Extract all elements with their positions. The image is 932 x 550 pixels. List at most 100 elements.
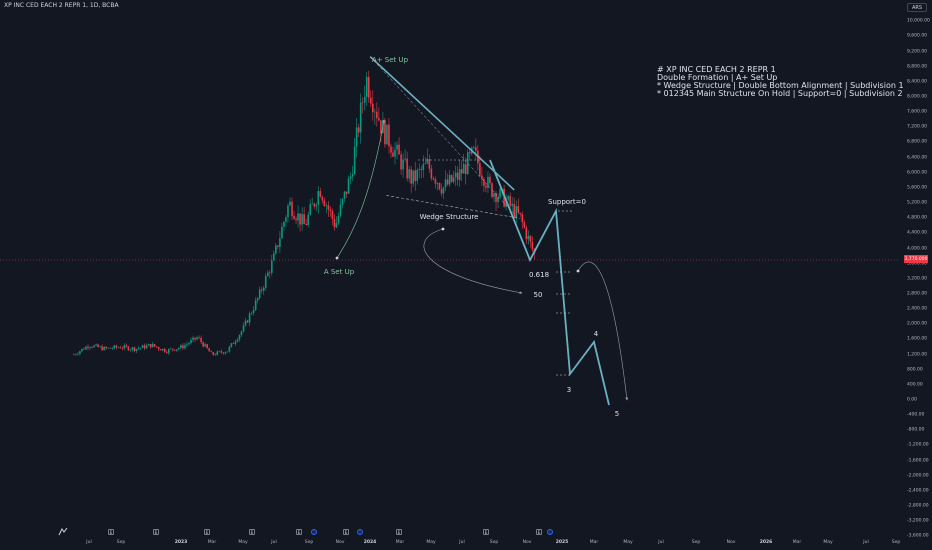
earnings-event-icon[interactable]: E xyxy=(396,529,402,535)
time-tick-label: Nov xyxy=(726,540,736,545)
candle xyxy=(113,344,116,350)
candle xyxy=(285,215,287,227)
candle xyxy=(394,141,396,165)
candle xyxy=(374,108,376,125)
candle xyxy=(109,347,112,349)
price-tick-label: 2,400.00 xyxy=(907,306,928,312)
earnings-event-icon[interactable]: E xyxy=(249,529,255,535)
candle xyxy=(266,270,269,277)
price-tick-label: 9,200.00 xyxy=(907,49,928,55)
current-price-badge: 3,770.000 xyxy=(904,255,928,263)
label-wave-4[interactable]: 4 xyxy=(593,330,599,338)
price-tick-label: 5,600.00 xyxy=(907,185,928,191)
candle xyxy=(406,151,408,182)
candle xyxy=(361,97,364,114)
candle xyxy=(410,166,412,193)
candle xyxy=(79,350,81,356)
candle xyxy=(404,149,406,162)
dividend-event-icon[interactable]: D xyxy=(311,529,317,535)
candle xyxy=(464,157,467,185)
candle xyxy=(456,166,459,186)
candle xyxy=(157,346,160,352)
dividend-event-icon[interactable]: D xyxy=(357,529,363,535)
candle xyxy=(305,219,307,226)
time-tick-label: Sep xyxy=(891,540,901,545)
candle xyxy=(527,230,530,245)
candle xyxy=(145,343,148,349)
candle xyxy=(174,349,176,352)
time-tick-label: Mar xyxy=(589,540,599,545)
candle xyxy=(214,353,217,356)
candle xyxy=(327,200,330,218)
label-support[interactable]: Support=0 xyxy=(548,198,586,206)
earnings-event-icon[interactable]: E xyxy=(108,529,114,535)
label-fib-0618[interactable]: 0.618 xyxy=(528,271,550,279)
candle xyxy=(450,174,453,184)
label-wave-5[interactable]: 5 xyxy=(614,410,620,418)
time-tick-label: Sep xyxy=(691,540,701,545)
a-setup-arrow xyxy=(336,119,386,259)
earnings-event-icon[interactable]: E xyxy=(483,529,489,535)
candle xyxy=(422,155,425,178)
earnings-event-icon[interactable]: E xyxy=(153,529,159,535)
candle xyxy=(83,347,85,350)
label-wave-3[interactable]: 3 xyxy=(566,386,572,394)
wedge-upper-line xyxy=(369,56,515,191)
candle xyxy=(489,173,491,187)
candle xyxy=(420,166,423,179)
label-fib-50[interactable]: 50 xyxy=(533,291,543,299)
candle xyxy=(313,202,316,210)
candle xyxy=(246,319,249,324)
candle xyxy=(147,343,150,346)
price-tick-label: -1,200.00 xyxy=(907,442,929,448)
price-tick-label: 5,200.00 xyxy=(907,200,928,206)
chart-canvas[interactable] xyxy=(0,0,900,536)
candle xyxy=(388,118,390,154)
candle xyxy=(299,213,301,232)
candles-group xyxy=(73,70,536,356)
candle xyxy=(301,207,303,231)
candle xyxy=(531,236,534,253)
candle xyxy=(279,231,281,253)
candle xyxy=(390,143,392,159)
candle xyxy=(254,297,257,312)
candle xyxy=(428,154,431,173)
candle xyxy=(311,197,314,205)
price-tick-label: 8,800.00 xyxy=(907,64,928,70)
price-tick-label: 7,200.00 xyxy=(907,124,928,130)
candle xyxy=(319,187,322,198)
fib-levels xyxy=(556,210,574,376)
label-a-setup[interactable]: A Set Up xyxy=(323,268,355,276)
candle xyxy=(281,222,283,239)
label-wedge-structure[interactable]: Wedge Structure xyxy=(419,213,479,221)
candle xyxy=(238,334,241,342)
earnings-event-icon[interactable]: E xyxy=(296,529,302,535)
time-axis[interactable]: Jul Sep 2023 Mar May Jul Sep Nov 2024 Mar May Jul Se… xyxy=(0,536,900,550)
candle xyxy=(452,170,455,184)
candle xyxy=(125,343,128,348)
symbol-title[interactable]: XP INC CED EACH 2 REPR 1, 1D, BCBA xyxy=(4,2,119,9)
candle xyxy=(137,346,140,351)
earnings-event-icon[interactable]: E xyxy=(536,529,542,535)
dividend-event-icon[interactable]: D xyxy=(547,529,553,535)
candle xyxy=(230,342,233,348)
currency-selector[interactable]: ARS xyxy=(907,3,927,12)
time-tick-label: 2024 xyxy=(363,540,377,545)
candle xyxy=(119,345,122,349)
candle xyxy=(131,346,134,352)
candle xyxy=(426,148,429,165)
candle xyxy=(483,176,485,193)
price-axis[interactable]: 10,000.00 9,600.00 9,200.00 8,800.00 8,400.0… xyxy=(900,0,932,539)
candle xyxy=(367,70,370,103)
candle xyxy=(493,190,495,203)
label-a-plus-setup[interactable]: A+ Set Up xyxy=(371,56,409,64)
candle xyxy=(521,211,524,229)
candle xyxy=(355,118,358,158)
candle xyxy=(262,285,265,295)
tradingview-logo-icon[interactable] xyxy=(58,527,68,536)
time-tick-label: Sep xyxy=(489,540,499,545)
earnings-event-icon[interactable]: E xyxy=(204,529,210,535)
price-tick-label: -3,600.00 xyxy=(907,533,929,539)
candle xyxy=(220,349,223,354)
earnings-event-icon[interactable]: E xyxy=(343,529,349,535)
